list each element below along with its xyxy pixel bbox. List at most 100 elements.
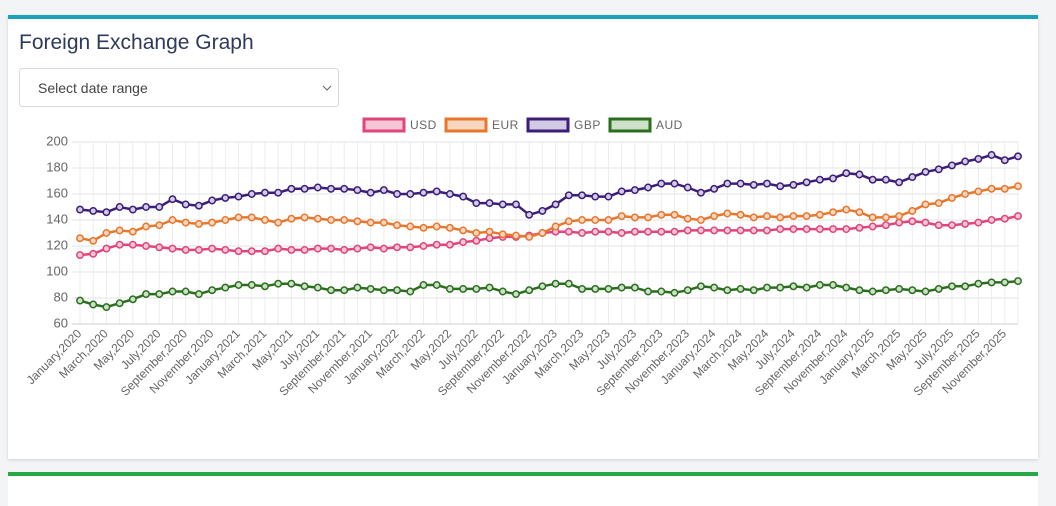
data-point [194,219,203,228]
data-point [802,178,811,187]
data-point [842,225,851,234]
data-point [578,284,586,293]
data-point [815,281,824,289]
data-point [551,279,560,288]
data-point [485,227,494,236]
data-point [472,236,481,245]
data-point [353,217,362,226]
data-point [432,281,441,289]
data-point [974,187,983,196]
data-point [644,213,653,222]
data-point [987,184,996,193]
data-point [617,212,626,221]
data-point [300,184,309,193]
data-point [749,180,758,189]
data-point [221,216,230,224]
data-point [102,303,111,312]
data-point [142,203,151,211]
data-point [76,251,84,260]
data-point [749,226,758,235]
data-point [498,230,507,239]
data-point [261,188,269,197]
data-point [564,217,573,226]
data-point [208,286,217,295]
data-point [485,199,494,208]
data-point [234,192,243,201]
date-range-select[interactable]: Select date range [19,68,339,107]
data-point [630,213,639,222]
data-point [961,157,970,166]
data-point [749,286,758,295]
data-point [300,245,309,254]
data-point [261,216,269,224]
data-point [723,179,732,188]
data-point [829,174,837,183]
data-point [393,286,402,295]
data-point [379,186,388,195]
data-point [842,205,851,214]
data-point [432,222,441,231]
data-point [525,286,534,295]
data-point [855,170,864,179]
data-point [89,236,98,245]
data-point [221,245,230,254]
data-point [89,206,98,215]
card-title: Foreign Exchange Graph [19,31,254,54]
data-point [525,232,534,241]
data-point [855,223,864,232]
data-point [617,187,626,196]
data-point [789,180,798,189]
data-point [287,245,296,254]
data-point [908,173,917,182]
data-point [670,179,679,188]
data-point [89,249,98,258]
data-point [696,188,705,197]
data-point [208,196,217,205]
data-point [921,200,930,209]
legend-swatch [526,117,570,133]
y-tick-label: 120 [46,237,68,252]
data-point [472,229,481,237]
data-point [327,216,335,224]
data-point [115,299,124,308]
data-point [287,184,296,193]
data-point [340,184,349,193]
data-point [908,206,917,215]
data-point [895,178,904,187]
data-point [630,186,639,195]
data-point [300,282,309,291]
data-point [551,222,560,231]
data-point [525,210,534,219]
y-tick-label: 80 [54,289,68,304]
data-point [432,187,441,196]
data-point [89,300,98,309]
data-point [974,154,983,163]
data-point [406,243,415,252]
data-point [274,218,283,227]
data-point [379,286,388,295]
data-point [829,225,837,234]
y-tick-label: 100 [46,263,68,278]
data-point [947,193,956,202]
data-point [723,286,732,295]
data-point [551,200,560,209]
data-point [1014,182,1022,191]
data-point [776,225,785,234]
data-point [115,203,124,211]
data-point [142,222,151,231]
data-point [274,188,283,197]
data-point [340,286,349,295]
data-point [274,279,283,288]
data-point [617,229,626,237]
data-point [366,243,375,252]
data-point [895,284,904,293]
data-point [591,216,600,224]
data-point [498,287,507,296]
legend-label: EUR [492,118,519,132]
data-point [76,234,84,243]
data-point [287,279,296,288]
data-point [247,281,256,289]
data-point [459,284,468,293]
data-point [578,216,586,224]
data-point [393,243,402,252]
